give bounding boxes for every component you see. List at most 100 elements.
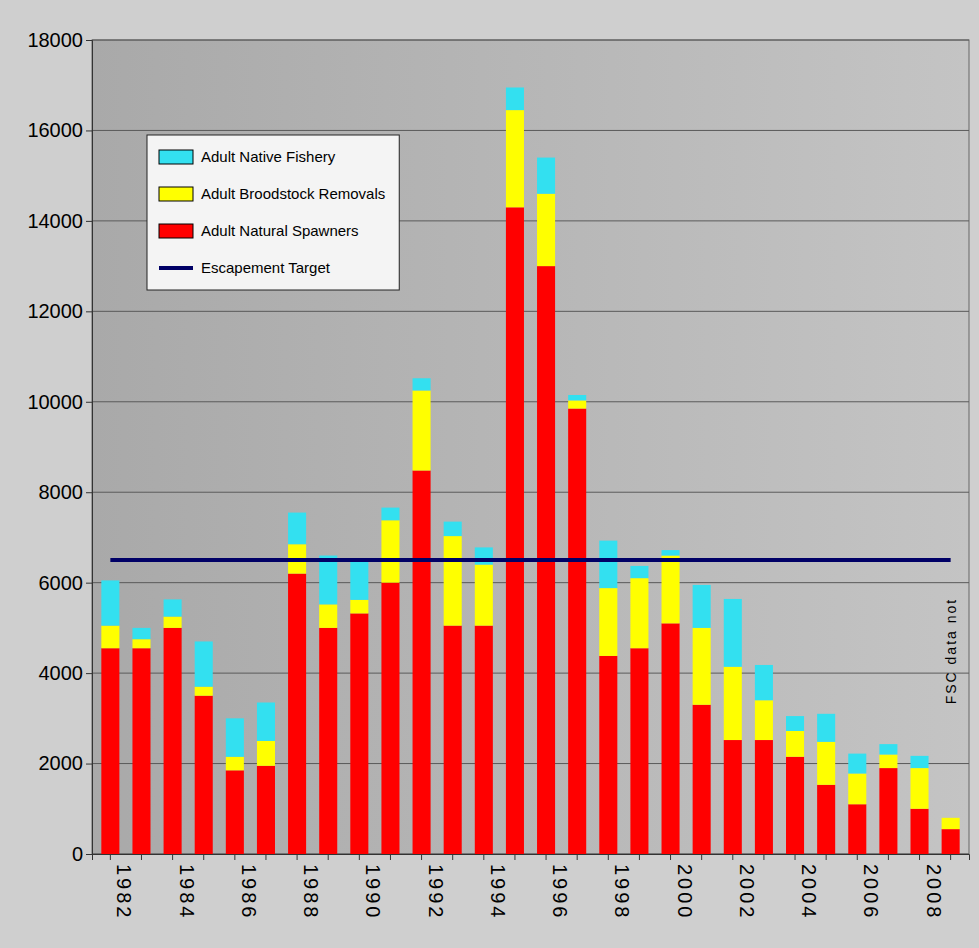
- bar: [381, 583, 399, 854]
- bar: [568, 409, 586, 854]
- line: [110, 558, 950, 562]
- bar: [319, 628, 337, 854]
- bar: [537, 158, 555, 194]
- tick-mark: [483, 854, 484, 860]
- bar: [195, 641, 213, 686]
- tick-mark: [297, 854, 298, 860]
- tick: 0: [72, 843, 92, 865]
- bar: [817, 714, 835, 742]
- bar: [599, 541, 617, 588]
- bar: [132, 628, 150, 639]
- tick-label: 1994: [487, 864, 509, 921]
- grid-line: [92, 130, 969, 131]
- bar: [257, 703, 275, 741]
- tick-label: 0: [72, 843, 83, 865]
- tick-mark: [514, 854, 515, 860]
- tick-mark: [203, 854, 204, 860]
- tick: 2002: [733, 854, 758, 921]
- bar: [662, 623, 680, 854]
- tick: [265, 854, 266, 860]
- tick: 2006: [857, 854, 882, 921]
- tick-label: 1984: [176, 864, 198, 921]
- tick-mark: [86, 764, 92, 765]
- legend: Adult Native FisheryAdult Broodstock Rem…: [147, 135, 399, 290]
- bar: [879, 744, 897, 754]
- bar: [630, 648, 648, 854]
- bar: [568, 400, 586, 408]
- tick: 18000: [27, 29, 92, 51]
- y-axis: 0200040006000800010000120001400016000180…: [27, 29, 92, 865]
- bar: [693, 628, 711, 705]
- tick-label: 1992: [425, 864, 447, 921]
- bar: [786, 731, 804, 757]
- bar: [817, 742, 835, 785]
- tick-label: 2008: [923, 864, 945, 921]
- tick: [763, 854, 764, 860]
- axis-line: [86, 41, 93, 855]
- bar: [319, 556, 337, 605]
- legend-label: Escapement Target: [201, 259, 331, 276]
- tick: 2004: [795, 854, 820, 921]
- tick-label: 1990: [362, 864, 384, 921]
- legend-item: Adult Natural Spawners: [159, 222, 359, 239]
- tick-label: 1998: [611, 864, 633, 921]
- bar: [755, 665, 773, 700]
- bar: [537, 194, 555, 266]
- tick-mark: [950, 854, 951, 860]
- tick: 8000: [39, 481, 93, 503]
- bar: [724, 740, 742, 854]
- bar: [630, 578, 648, 648]
- legend-item: Adult Native Fishery: [159, 148, 336, 165]
- tick-mark: [86, 854, 92, 855]
- tick-mark: [670, 854, 671, 860]
- grid-line: [92, 582, 969, 583]
- chart: 0200040006000800010000120001400016000180…: [0, 0, 979, 948]
- tick-mark: [234, 854, 235, 860]
- bar: [164, 617, 182, 628]
- plot-area: [92, 40, 969, 854]
- tick: [514, 854, 515, 860]
- legend-swatch: [159, 187, 193, 201]
- bar: [164, 599, 182, 616]
- tick: [577, 854, 578, 860]
- tick-label: 2000: [39, 752, 84, 774]
- tick-mark: [608, 854, 609, 860]
- tick: 4000: [39, 662, 93, 684]
- grid-line: [92, 40, 969, 41]
- bar: [506, 87, 524, 110]
- bar: [724, 599, 742, 667]
- bar: [288, 513, 306, 545]
- tick: 1988: [297, 854, 322, 921]
- bar: [848, 804, 866, 854]
- bar: [599, 656, 617, 854]
- bar: [164, 628, 182, 854]
- tick-mark: [701, 854, 702, 860]
- bar: [101, 626, 119, 649]
- legend-swatch: [159, 150, 193, 164]
- bar: [381, 520, 399, 582]
- tick-label: 2002: [736, 864, 758, 921]
- tick: [203, 854, 204, 860]
- plot: 0200040006000800010000120001400016000180…: [27, 29, 979, 921]
- bar: [755, 740, 773, 854]
- bar: [910, 756, 928, 768]
- bar: [413, 390, 431, 470]
- tick: [701, 854, 702, 860]
- tick-mark: [141, 854, 142, 860]
- annotation: FSC data not: [943, 598, 979, 720]
- tick: [141, 854, 142, 860]
- bar: [413, 378, 431, 390]
- bar: [101, 580, 119, 625]
- bar: [506, 110, 524, 207]
- tick-mark: [763, 854, 764, 860]
- bar: [288, 574, 306, 854]
- bar: [755, 700, 773, 740]
- annotation-text: FSC data not: [943, 598, 959, 705]
- legend-swatch: [159, 266, 193, 270]
- bar: [475, 626, 493, 854]
- tick: [826, 854, 827, 860]
- bar: [195, 696, 213, 854]
- tick-label: 4000: [39, 662, 84, 684]
- bar: [381, 508, 399, 521]
- tick: 6000: [39, 572, 93, 594]
